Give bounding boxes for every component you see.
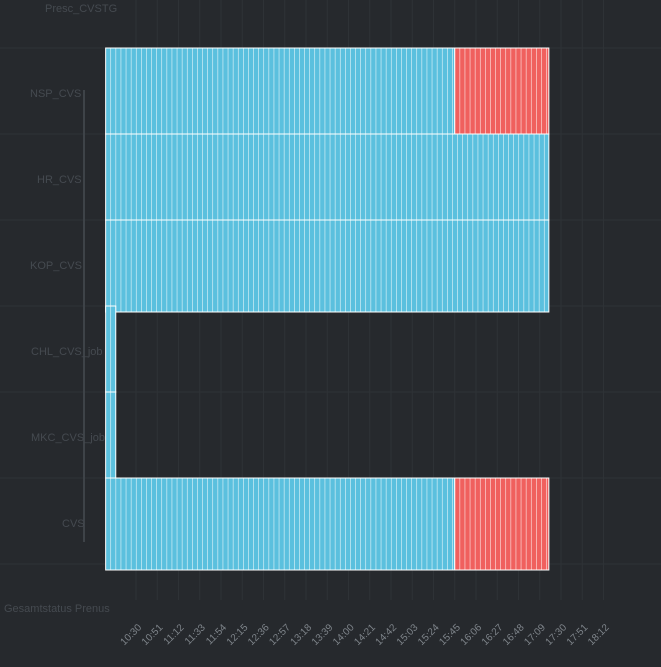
x-ticks-layer: 10:3010:5111:1211:3311:5412:1512:3612:57… bbox=[119, 622, 612, 648]
x-tick-label: 10:51 bbox=[140, 622, 166, 648]
bar-row-6 bbox=[105, 477, 550, 571]
bar-row-2 bbox=[105, 133, 550, 221]
row-label: HR_CVS bbox=[37, 174, 82, 186]
x-tick-label: 12:15 bbox=[225, 622, 251, 648]
bar-segment-ok bbox=[105, 133, 550, 221]
x-tick-label: 12:57 bbox=[267, 622, 293, 648]
row-label: KOP_CVS bbox=[30, 260, 82, 272]
x-tick-label: 15:45 bbox=[437, 622, 463, 648]
bar-row-4 bbox=[105, 305, 117, 393]
x-tick-label: 14:00 bbox=[331, 622, 357, 648]
chart-title: Presc_CVSTG bbox=[45, 3, 117, 15]
bar-segment-error bbox=[454, 477, 550, 571]
x-tick-label: 11:33 bbox=[183, 622, 208, 647]
x-tick-label: 18:12 bbox=[586, 622, 612, 648]
x-tick-label: 12:36 bbox=[246, 622, 272, 648]
x-tick-label: 11:12 bbox=[162, 622, 187, 647]
bar-segment-ok bbox=[105, 477, 456, 571]
x-tick-label: 16:27 bbox=[480, 622, 506, 648]
bars-layer bbox=[105, 47, 550, 571]
x-tick-label: 13:18 bbox=[289, 622, 315, 648]
x-tick-label: 16:48 bbox=[501, 622, 527, 648]
row-label: CVS bbox=[62, 518, 85, 530]
x-tick-label: 17:09 bbox=[522, 622, 548, 648]
bar-segment-error bbox=[454, 47, 550, 135]
x-tick-label: 16:06 bbox=[459, 622, 485, 648]
bar-row-1 bbox=[105, 47, 550, 135]
x-tick-label: 13:39 bbox=[310, 622, 336, 648]
bar-segment-ok bbox=[105, 47, 456, 135]
x-tick-label: 10:30 bbox=[119, 622, 145, 648]
x-tick-label: 11:54 bbox=[204, 622, 229, 647]
bar-row-3 bbox=[105, 219, 550, 313]
row-label: MKC_CVS_job bbox=[31, 432, 105, 444]
x-tick-label: 15:24 bbox=[416, 622, 442, 648]
x-axis-title: Gesamtstatus Prenus bbox=[4, 603, 110, 615]
x-tick-label: 14:42 bbox=[374, 622, 400, 648]
x-tick-label: 14:21 bbox=[352, 622, 378, 648]
labels-layer: NSP_CVS HR_CVS KOP_CVS CHL_CVS_job MKC_CVS_j… bbox=[30, 88, 105, 530]
x-tick-label: 15:03 bbox=[395, 622, 421, 648]
bar-segment-ok bbox=[105, 219, 550, 313]
row-label: CHL_CVS_job bbox=[31, 346, 103, 358]
x-tick-label: 17:51 bbox=[565, 622, 591, 648]
x-tick-label: 17:30 bbox=[544, 622, 570, 648]
row-label: NSP_CVS bbox=[30, 88, 81, 100]
bar-row-5 bbox=[105, 391, 117, 479]
